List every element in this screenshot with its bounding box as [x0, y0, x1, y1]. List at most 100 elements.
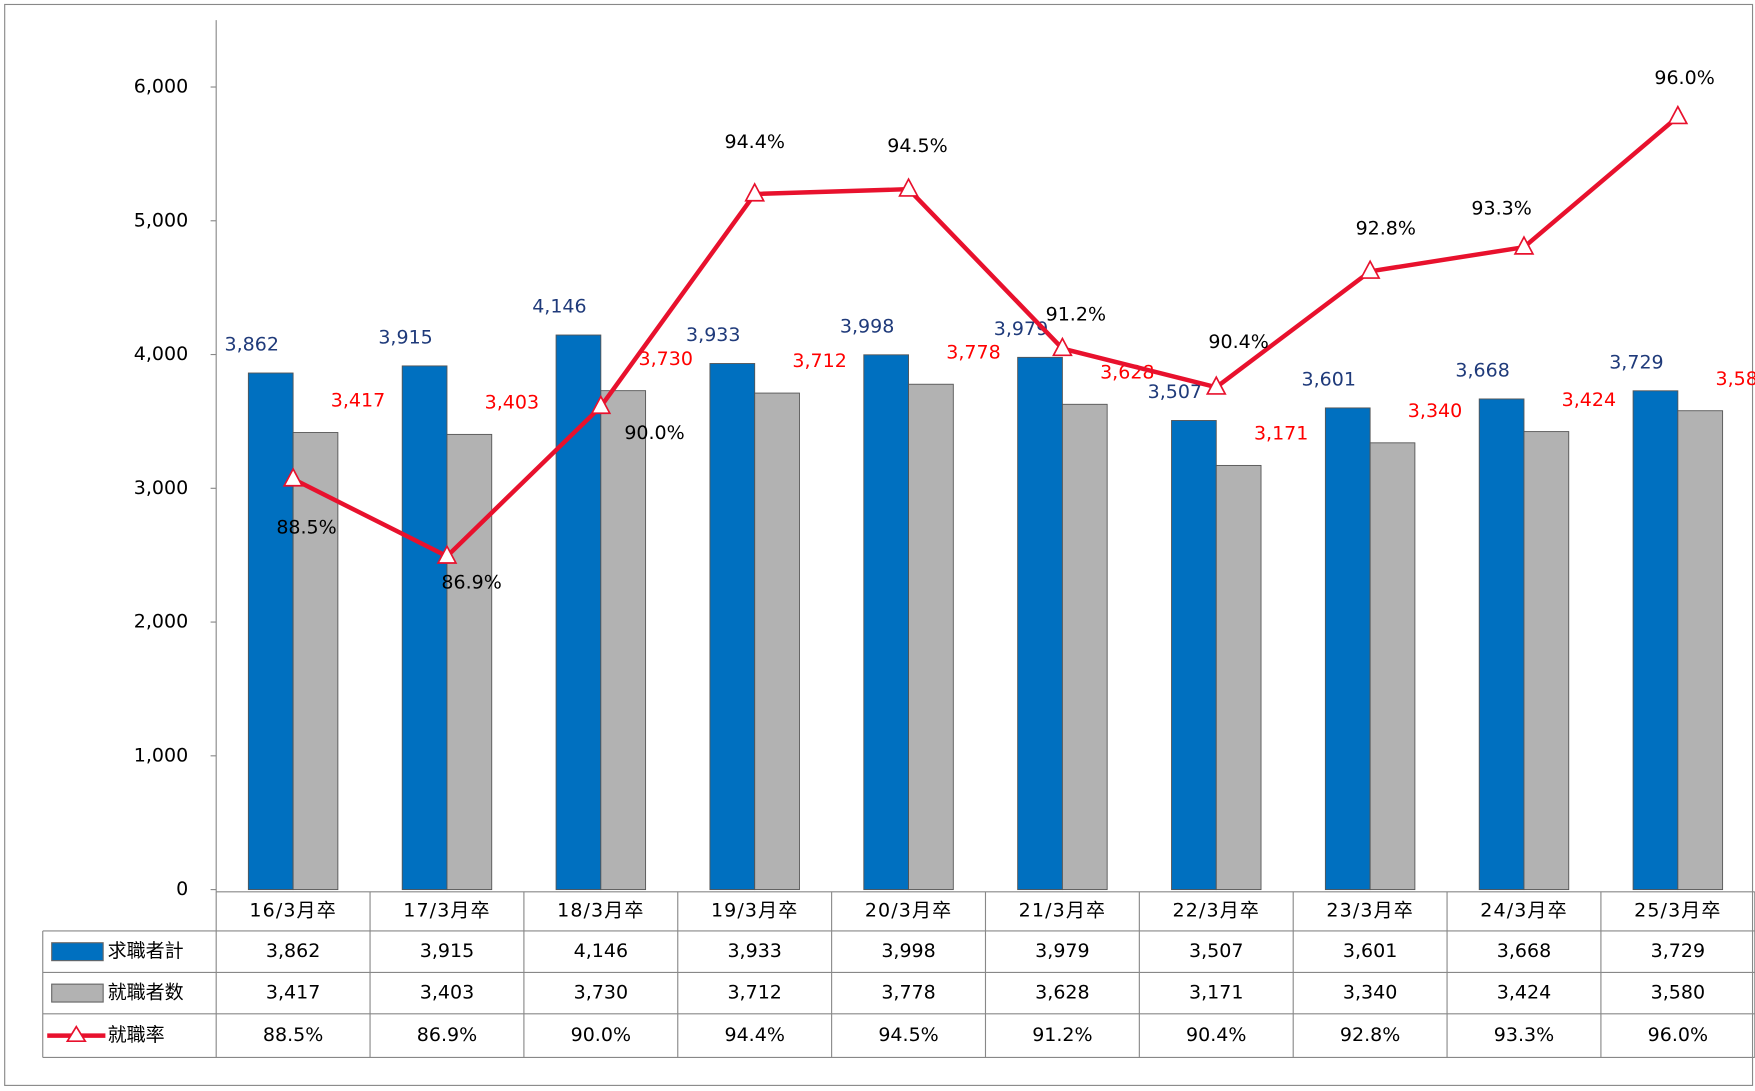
table-cell: 3,507: [1189, 940, 1243, 962]
bar: [1523, 431, 1570, 891]
x-tick-label: 25/3月卒: [1634, 899, 1721, 921]
bar: [446, 433, 493, 891]
table-cell: 91.2%: [1032, 1024, 1092, 1046]
table-cell: 86.9%: [417, 1024, 477, 1046]
bar: [1369, 442, 1416, 891]
bar: [600, 390, 647, 891]
table-cell: 3,778: [881, 982, 935, 1004]
table-cell: 3,171: [1189, 982, 1243, 1004]
table-cell: 3,730: [574, 982, 628, 1004]
bar: [401, 365, 448, 891]
table-cell: 3,340: [1343, 982, 1397, 1004]
table-cell: 96.0%: [1648, 1024, 1708, 1046]
bar: [1478, 398, 1525, 891]
bar-value-label: 3,580: [1716, 368, 1755, 390]
table-cell: 3,580: [1651, 982, 1705, 1004]
rate-marker: [898, 177, 919, 197]
bar-value-label: 3,171: [1254, 423, 1308, 445]
x-tick-label: 21/3月卒: [1019, 899, 1106, 921]
bar-value-label: 3,933: [686, 324, 740, 346]
legend-marker: [65, 1025, 87, 1043]
rate-marker: [1052, 336, 1073, 357]
table-cell: 3,403: [420, 982, 474, 1004]
bar-value-label: 3,712: [792, 350, 846, 372]
bar-value-label: 3,979: [994, 318, 1048, 340]
x-tick-label: 24/3月卒: [1480, 899, 1567, 921]
rate-line: [292, 115, 1680, 560]
rate-label: 93.3%: [1471, 198, 1531, 220]
rate-marker: [1359, 259, 1381, 279]
y-tick-label: 5,000: [134, 209, 188, 231]
rate-marker: [436, 544, 458, 564]
bar-value-label: 3,998: [840, 315, 894, 337]
bar-value-label: 4,146: [532, 296, 586, 318]
x-tick-label: 23/3月卒: [1326, 899, 1413, 921]
x-tick-label: 22/3月卒: [1173, 899, 1260, 921]
bar-value-label: 3,915: [378, 326, 432, 348]
bar: [1677, 410, 1724, 891]
bar-value-label: 3,507: [1148, 381, 1202, 403]
rate-label: 91.2%: [1046, 304, 1106, 326]
bar: [247, 372, 294, 891]
y-tick-label: 0: [176, 878, 188, 900]
bar-value-label: 3,403: [485, 392, 539, 414]
bar: [1061, 403, 1108, 891]
rate-marker: [744, 182, 766, 202]
bar-value-label: 3,424: [1562, 389, 1616, 411]
bar: [863, 354, 909, 891]
table-cell: 3,933: [727, 940, 781, 962]
x-tick-label: 19/3月卒: [711, 899, 798, 921]
bar-value-label: 3,729: [1609, 351, 1663, 373]
rate-marker: [1667, 104, 1689, 125]
rate-marker: [590, 394, 612, 415]
table-cell: 94.4%: [724, 1024, 784, 1046]
table-cell: 3,862: [266, 940, 320, 962]
bar: [292, 432, 339, 891]
rate-marker: [282, 467, 304, 487]
bar: [709, 363, 756, 891]
x-tick-label: 16/3月卒: [249, 899, 336, 921]
table-cell: 4,146: [574, 940, 628, 962]
legend-label: 就職率: [108, 1024, 165, 1046]
y-tick-label: 3,000: [134, 477, 188, 499]
rate-label: 88.5%: [276, 517, 336, 539]
bar-value-label: 3,340: [1408, 400, 1462, 422]
table-cell: 3,712: [727, 982, 781, 1004]
bar: [1171, 420, 1217, 891]
bar: [754, 392, 800, 891]
legend-label: 就職者数: [108, 982, 184, 1004]
y-tick-label: 1,000: [134, 744, 188, 766]
bar: [1632, 390, 1679, 891]
rate-label: 94.4%: [724, 131, 784, 153]
rate-label: 86.9%: [441, 572, 501, 594]
bar-value-label: 3,778: [946, 341, 1000, 363]
bar: [555, 334, 602, 891]
rate-label: 92.8%: [1356, 217, 1416, 239]
table-cell: 3,417: [266, 982, 320, 1004]
bar: [1324, 407, 1371, 891]
y-tick-label: 2,000: [134, 611, 188, 633]
table-cell: 3,998: [881, 940, 935, 962]
table-cell: 3,668: [1497, 940, 1551, 962]
table-cell: 3,979: [1035, 940, 1089, 962]
table-cell: 3,628: [1035, 982, 1089, 1004]
table-cell: 90.0%: [571, 1024, 631, 1046]
table-cell: 3,424: [1497, 982, 1551, 1004]
rate-label: 96.0%: [1654, 67, 1714, 89]
rate-marker: [1513, 235, 1535, 255]
table-cell: 92.8%: [1340, 1024, 1400, 1046]
legend-swatch: [51, 983, 104, 1003]
rate-marker: [1205, 375, 1227, 395]
rate-label: 94.5%: [887, 135, 947, 157]
table-cell: 3,915: [420, 940, 474, 962]
table-cell: 88.5%: [263, 1024, 323, 1046]
bar-value-label: 3,417: [331, 390, 385, 412]
x-tick-label: 17/3月卒: [403, 899, 490, 921]
y-tick-label: 6,000: [134, 76, 188, 98]
table-cell: 94.5%: [878, 1024, 938, 1046]
rate-label: 90.4%: [1208, 331, 1268, 353]
legend-swatch: [51, 942, 104, 962]
bar: [1017, 356, 1063, 891]
